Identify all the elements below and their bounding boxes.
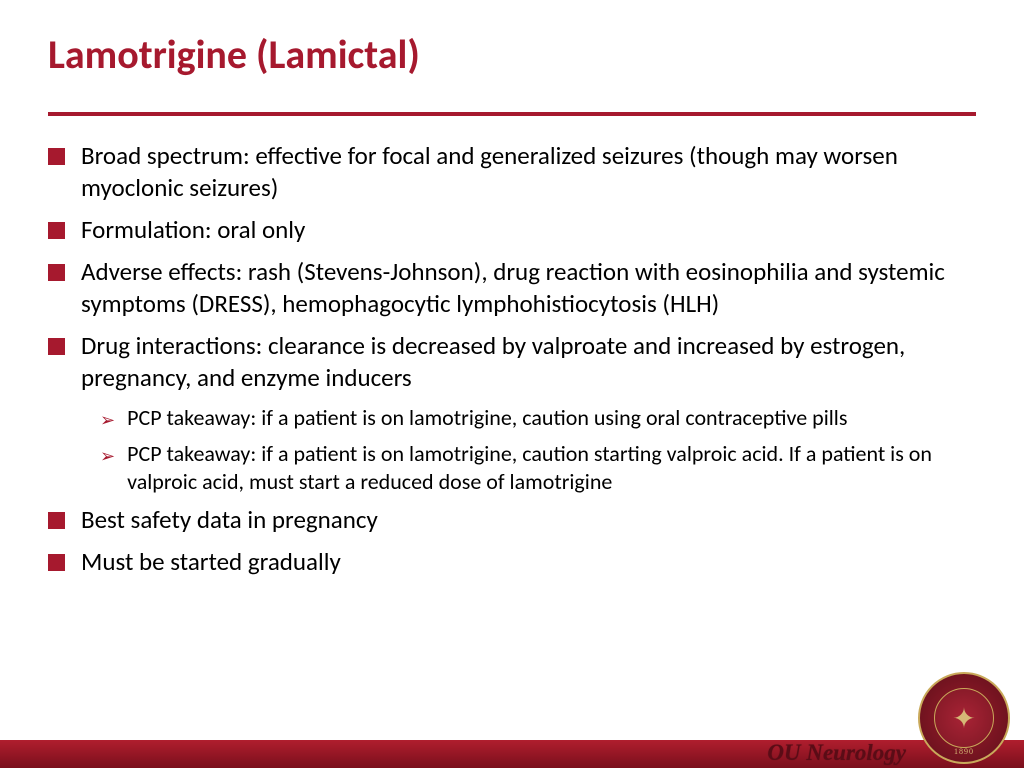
seal-figure-icon: ✦ bbox=[952, 701, 975, 736]
square-bullet-icon bbox=[48, 222, 65, 239]
square-bullet-icon bbox=[48, 338, 65, 355]
bullet-text: Must be started gradually bbox=[81, 546, 341, 578]
bullet-item: Broad spectrum: effective for focal and … bbox=[48, 140, 968, 204]
bullet-text: Drug interactions: clearance is decrease… bbox=[81, 330, 968, 394]
sub-bullet-item: ➢ PCP takeaway: if a patient is on lamot… bbox=[100, 404, 968, 433]
bullet-item: Must be started gradually bbox=[48, 546, 968, 578]
bullet-item: Drug interactions: clearance is decrease… bbox=[48, 330, 968, 394]
title-rule bbox=[48, 112, 976, 116]
square-bullet-icon bbox=[48, 512, 65, 529]
sub-bullet-item: ➢ PCP takeaway: if a patient is on lamot… bbox=[100, 440, 968, 496]
bullet-text: Formulation: oral only bbox=[81, 214, 305, 246]
arrow-bullet-icon: ➢ bbox=[100, 408, 115, 433]
university-seal-icon: ✦ 1890 bbox=[918, 672, 1010, 764]
square-bullet-icon bbox=[48, 148, 65, 165]
arrow-bullet-icon: ➢ bbox=[100, 444, 115, 469]
footer-text: OU Neurology bbox=[767, 740, 906, 766]
slide-title: Lamotrigine (Lamictal) bbox=[48, 30, 420, 79]
bullet-item: Best safety data in pregnancy bbox=[48, 504, 968, 536]
sub-bullet-text: PCP takeaway: if a patient is on lamotri… bbox=[127, 440, 968, 496]
bullet-text: Best safety data in pregnancy bbox=[81, 504, 378, 536]
square-bullet-icon bbox=[48, 264, 65, 281]
bullet-item: Adverse effects: rash (Stevens-Johnson),… bbox=[48, 256, 968, 320]
seal-inner-ring: ✦ bbox=[934, 688, 994, 748]
slide: Lamotrigine (Lamictal) Broad spectrum: e… bbox=[0, 0, 1024, 768]
bullet-text: Adverse effects: rash (Stevens-Johnson),… bbox=[81, 256, 968, 320]
bullet-item: Formulation: oral only bbox=[48, 214, 968, 246]
bullet-text: Broad spectrum: effective for focal and … bbox=[81, 140, 968, 204]
square-bullet-icon bbox=[48, 554, 65, 571]
sub-bullet-text: PCP takeaway: if a patient is on lamotri… bbox=[127, 404, 847, 432]
seal-year: 1890 bbox=[918, 747, 1010, 756]
content-area: Broad spectrum: effective for focal and … bbox=[48, 140, 968, 588]
